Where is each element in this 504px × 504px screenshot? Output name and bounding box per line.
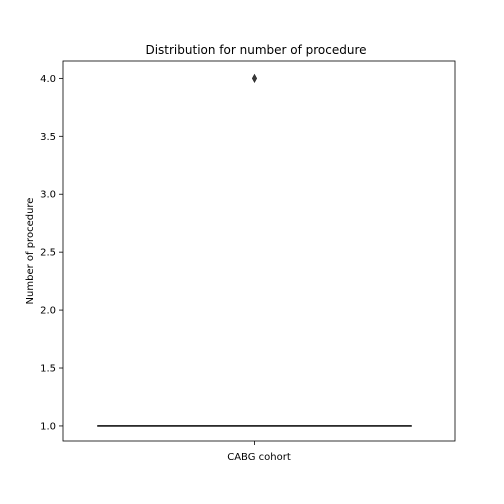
x-axis-label: CABG cohort bbox=[227, 452, 291, 463]
box-series bbox=[97, 73, 412, 427]
y-axis: 1.0 1.5 2.0 2.5 3.0 3.5 4.0 bbox=[40, 74, 63, 432]
plot-area-frame bbox=[62, 60, 456, 442]
y-tick-label: 2.0 bbox=[40, 306, 56, 317]
y-tick-label: 3.5 bbox=[40, 132, 56, 143]
y-tick-label: 1.5 bbox=[40, 364, 56, 375]
y-tick-label: 3.0 bbox=[40, 190, 56, 201]
y-tick-label: 1.0 bbox=[40, 421, 56, 432]
chart-title: Distribution for number of procedure bbox=[145, 43, 366, 57]
outlier-point bbox=[251, 73, 258, 84]
y-tick-label: 4.0 bbox=[40, 74, 56, 85]
y-axis-label: Number of procedure bbox=[25, 198, 36, 305]
y-tick-label: 2.5 bbox=[40, 248, 56, 259]
